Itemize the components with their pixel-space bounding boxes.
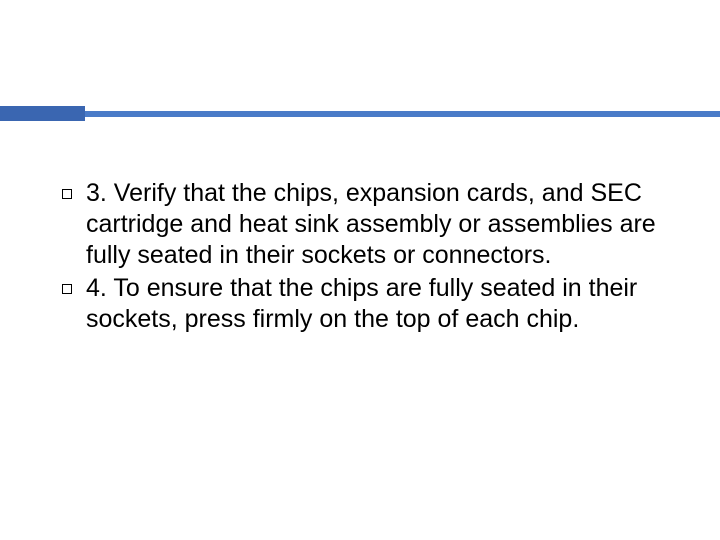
title-rule <box>0 106 720 121</box>
list-item-text: 4. To ensure that the chips are fully se… <box>86 273 660 335</box>
slide: 3. Verify that the chips, expansion card… <box>0 0 720 540</box>
list-item-text: 3. Verify that the chips, expansion card… <box>86 178 660 271</box>
title-rule-thin <box>85 111 720 117</box>
bullet-list: 3. Verify that the chips, expansion card… <box>62 178 660 335</box>
title-rule-thick <box>0 106 85 121</box>
list-item: 4. To ensure that the chips are fully se… <box>62 273 660 335</box>
list-item: 3. Verify that the chips, expansion card… <box>62 178 660 271</box>
square-bullet-icon <box>62 284 72 294</box>
content-area: 3. Verify that the chips, expansion card… <box>62 178 660 337</box>
square-bullet-icon <box>62 189 72 199</box>
